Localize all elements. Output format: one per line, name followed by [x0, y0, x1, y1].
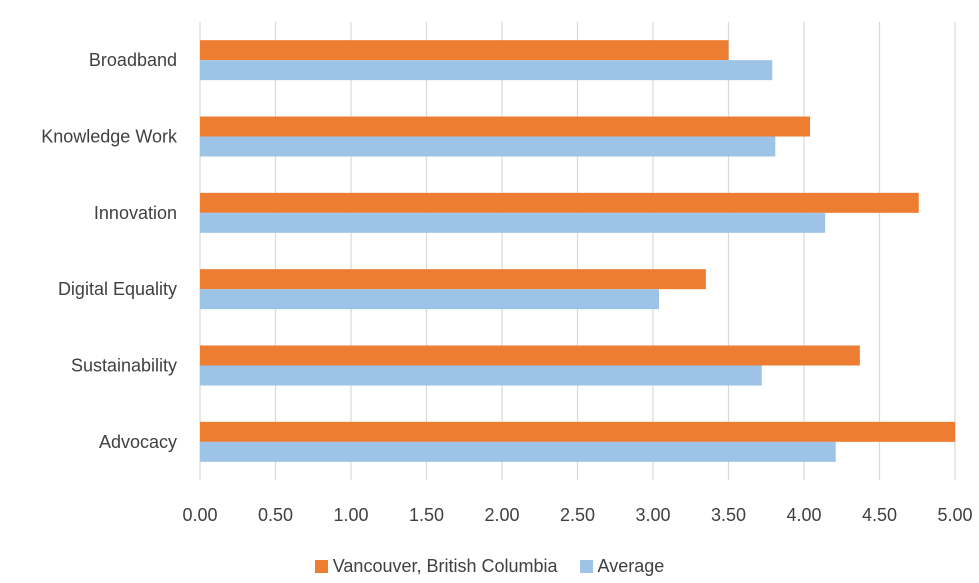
bar-chart: Broadband Knowledge Work Innovation Digital…: [41, 22, 973, 525]
x-tick-label: 4.00: [786, 505, 821, 525]
x-tick-label: 3.50: [711, 505, 746, 525]
x-axis-tick-labels: 0.00 0.50 1.00 1.50 2.00 2.50 3.00 3.50 4.00 4.50…: [182, 505, 972, 525]
category-label: Sustainability: [71, 356, 177, 376]
category-label: Knowledge Work: [41, 127, 178, 147]
category-label: Digital Equality: [58, 279, 177, 299]
bar-average: [200, 60, 773, 81]
bars: [200, 40, 955, 462]
x-tick-label: 2.50: [560, 505, 595, 525]
category-label: Innovation: [94, 203, 177, 223]
bar-average: [200, 212, 826, 233]
bar-vancouver: [200, 421, 955, 442]
bar-vancouver: [200, 116, 811, 137]
x-tick-label: 0.50: [258, 505, 293, 525]
legend-item-vancouver: Vancouver, British Columbia: [314, 556, 558, 577]
legend-swatch-vancouver: [314, 560, 328, 573]
gridlines: [199, 22, 956, 480]
x-tick-label: 3.00: [635, 505, 670, 525]
category-label: Advocacy: [99, 432, 177, 452]
legend: Vancouver, British Columbia Average: [0, 556, 979, 577]
x-tick-label: 5.00: [937, 505, 972, 525]
category-label: Broadband: [89, 50, 177, 70]
legend-item-average: Average: [579, 556, 665, 577]
x-tick-label: 1.50: [409, 505, 444, 525]
x-tick-label: 2.00: [484, 505, 519, 525]
bar-average: [200, 441, 836, 462]
bar-vancouver: [200, 192, 919, 213]
bar-vancouver: [200, 40, 729, 61]
x-tick-label: 1.00: [333, 505, 368, 525]
x-tick-label: 0.00: [182, 505, 217, 525]
legend-label-average: Average: [597, 556, 665, 576]
legend-swatch-average: [579, 560, 593, 573]
bar-average: [200, 365, 762, 386]
x-tick-label: 4.50: [862, 505, 897, 525]
bar-vancouver: [200, 345, 860, 366]
legend-label-vancouver: Vancouver, British Columbia: [332, 556, 558, 576]
bar-average: [200, 136, 776, 157]
bar-average: [200, 289, 660, 310]
category-labels: Broadband Knowledge Work Innovation Digital…: [41, 50, 178, 452]
bar-vancouver: [200, 269, 706, 290]
